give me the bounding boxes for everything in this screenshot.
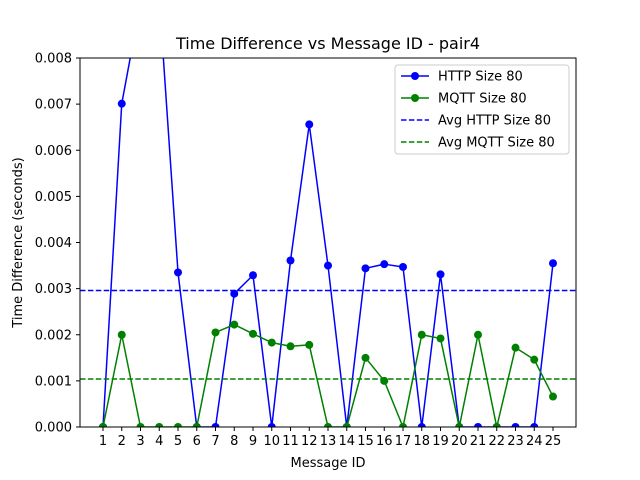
series-2-point <box>192 423 201 427</box>
series-2-point <box>342 423 351 427</box>
series-1-point <box>549 259 557 268</box>
plot-clip-group <box>80 0 576 427</box>
series-2-point <box>455 423 464 427</box>
series-2-point <box>249 329 257 338</box>
y-tick-label: 0.003 <box>35 282 72 297</box>
series-1-point <box>474 423 482 427</box>
legend-entry-label: MQTT Size 80 <box>438 92 527 107</box>
x-tick-label: 9 <box>249 434 257 449</box>
series-2-point <box>417 330 426 339</box>
series-1-point <box>249 271 257 280</box>
series-2-point <box>136 423 145 427</box>
y-tick-label: 0.008 <box>35 52 72 67</box>
series-1-point <box>174 268 182 277</box>
series-2-point <box>267 338 276 347</box>
series-2-point <box>174 423 182 427</box>
y-axis-label: Time Difference (seconds) <box>11 157 26 328</box>
x-tick-label: 15 <box>357 434 374 449</box>
series-1-point <box>155 0 163 2</box>
y-tick-label: 0.004 <box>35 236 72 251</box>
y-tick-label: 0.006 <box>35 144 72 159</box>
legend-swatch-marker <box>411 94 419 102</box>
y-tick-label: 0.002 <box>35 328 72 343</box>
series-2-point <box>286 342 295 351</box>
x-tick-label: 1 <box>99 434 107 449</box>
series-2-point <box>492 423 501 427</box>
series-1-point <box>117 99 126 108</box>
x-tick-label: 21 <box>470 434 487 449</box>
legend: HTTP Size 80 MQTT Size 80 Avg HTTP Size 80… <box>394 64 570 155</box>
x-axis: 1 2 3 4 5 6 7 8 9 10 11 12 13 14 15 16 17 18 19 20 21 22 23 24 2… <box>99 427 561 449</box>
series-1-point <box>305 120 314 129</box>
series-1-point <box>399 262 407 271</box>
series-2-point <box>305 340 314 349</box>
series-2-point <box>474 330 482 339</box>
plot-area <box>80 0 576 427</box>
x-tick-label: 5 <box>174 434 182 449</box>
series-2-point <box>530 355 539 364</box>
series-2-point <box>436 334 445 343</box>
x-tick-label: 13 <box>320 434 337 449</box>
series-2-point <box>155 423 164 427</box>
series-1-point <box>267 423 276 427</box>
x-tick-label: 22 <box>488 434 505 449</box>
x-tick-label: 8 <box>230 434 238 449</box>
legend-entry-label: HTTP Size 80 <box>438 70 523 85</box>
x-tick-label: 7 <box>211 434 219 449</box>
series-1-point <box>286 256 295 265</box>
series-2-point <box>361 353 370 362</box>
series-2-point <box>324 423 332 427</box>
x-tick-label: 2 <box>118 434 126 449</box>
y-tick-label: 0.000 <box>35 421 72 436</box>
series-1-point <box>417 423 426 427</box>
y-tick-label: 0.005 <box>35 190 72 205</box>
x-tick-label: 19 <box>432 434 449 449</box>
x-tick-label: 10 <box>263 434 280 449</box>
chart-title: Time Difference vs Message ID - pair4 <box>175 34 480 53</box>
x-tick-label: 6 <box>193 434 201 449</box>
legend-entry-label: Avg MQTT Size 80 <box>438 136 555 151</box>
series-1-point <box>511 423 520 427</box>
series-1-point <box>137 0 145 7</box>
series-line-1 <box>102 58 554 427</box>
series-1-point <box>324 261 332 270</box>
series-1-point <box>530 423 539 427</box>
series-1-point <box>211 423 220 427</box>
x-tick-label: 16 <box>376 434 393 449</box>
legend-frame <box>394 64 570 155</box>
series-2-point <box>380 376 389 385</box>
x-tick-label: 17 <box>395 434 412 449</box>
x-tick-label: 25 <box>545 434 562 449</box>
x-tick-label: 24 <box>526 434 543 449</box>
legend-entry-label: Avg HTTP Size 80 <box>438 114 551 129</box>
y-tick-label: 0.007 <box>35 98 72 113</box>
series-line-2 <box>102 323 554 427</box>
x-tick-label: 20 <box>451 434 468 449</box>
x-tick-label: 3 <box>136 434 144 449</box>
x-tick-label: 12 <box>301 434 318 449</box>
x-tick-label: 14 <box>338 434 355 449</box>
x-axis-label: Message ID <box>291 456 366 471</box>
series-2-point <box>511 343 520 352</box>
series-1-point <box>436 270 445 279</box>
x-tick-label: 4 <box>155 434 163 449</box>
y-tick-label: 0.001 <box>35 374 72 389</box>
x-tick-label: 23 <box>507 434 524 449</box>
legend-swatch-marker <box>411 72 419 80</box>
series-2-point <box>399 423 407 427</box>
series-1-point <box>380 260 389 269</box>
series-2-point <box>230 320 239 329</box>
series-2-point <box>99 423 107 427</box>
y-axis: 0.000 0.001 0.002 0.003 0.004 0.005 0.006 0.007… <box>35 52 80 436</box>
series-2-point <box>211 328 220 337</box>
series-1-point <box>230 289 239 298</box>
series-2-point <box>549 392 557 401</box>
series-1-point <box>361 264 370 273</box>
x-tick-label: 18 <box>413 434 430 449</box>
series-2-point <box>117 330 126 339</box>
x-tick-label: 11 <box>282 434 299 449</box>
